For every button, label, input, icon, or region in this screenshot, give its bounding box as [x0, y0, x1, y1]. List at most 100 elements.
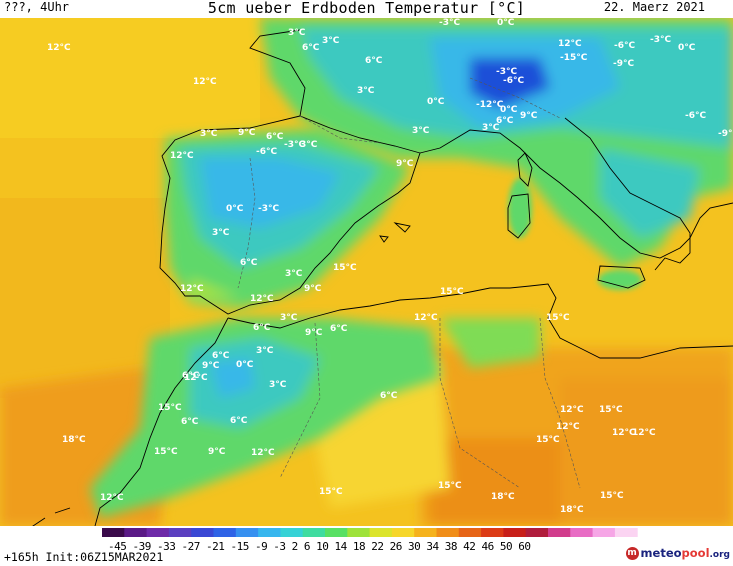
scale-swatch [191, 528, 214, 537]
africa-coast [227, 283, 733, 359]
temperature-label: 3°C [357, 86, 375, 96]
scale-swatch [391, 528, 415, 537]
atlantic-north [0, 18, 260, 138]
temperature-label: 12°C [251, 448, 275, 458]
scale-tick-labels: -45 -39 -33 -27 -21 -15 -9 -3 2 6 10 14 … [108, 540, 531, 553]
run-info: +165h Init:06Z15MAR2021 [4, 550, 164, 564]
temperature-label: 15°C [333, 263, 357, 273]
temperature-label: -6°C [614, 41, 635, 51]
temperature-label: -6°C [503, 76, 524, 86]
temperature-label: -3°C [258, 204, 279, 214]
temperature-label: 12°C [193, 77, 217, 87]
scale-swatch [325, 528, 348, 537]
temperature-label: 6°C [330, 324, 348, 334]
scale-swatch [124, 528, 148, 537]
temperature-label: 15°C [440, 287, 464, 297]
temperature-label: 9°C [304, 284, 322, 294]
country-borders [237, 77, 581, 489]
temperature-label: 12°C [180, 284, 204, 294]
temperature-label: 15°C [600, 491, 624, 501]
map-title: 5cm ueber Erdboden Temperatur [°C] [207, 0, 526, 17]
temperature-label: 6°C [380, 391, 398, 401]
temperature-label: 15°C [546, 313, 570, 323]
temperature-label: 12°C [100, 493, 124, 503]
temperature-label: 6°C [365, 56, 383, 66]
temperature-label: 12°C [612, 428, 636, 438]
scale-swatch [503, 528, 527, 537]
scale-swatch [614, 528, 638, 537]
temperature-label: 18°C [62, 435, 86, 445]
temperature-label: 6°C [182, 371, 200, 381]
temperature-label: 0°C [497, 18, 515, 28]
temperature-label: 9°C [208, 447, 226, 457]
temperature-label: 3°C [322, 36, 340, 46]
coastlines [32, 29, 733, 526]
scale-swatch [347, 528, 371, 537]
meteopool-logo-icon: m [625, 546, 639, 560]
temperature-label: 15°C [154, 447, 178, 457]
temperature-label: 0°C [226, 204, 244, 214]
temperature-label: 12°C [556, 422, 580, 432]
scale-swatch [258, 528, 281, 537]
scale-swatch [548, 528, 571, 537]
temperature-label: 15°C [536, 435, 560, 445]
temperature-label: -3°C [496, 67, 517, 77]
temperature-label: 9°C [396, 159, 414, 169]
temperature-label: 3°C [269, 380, 287, 390]
meteopool-logo-text: meteopool.org [640, 546, 730, 560]
temperature-label: 3°C [288, 28, 306, 38]
forecast-date: 22. Maerz 2021 [603, 0, 705, 14]
temperature-label: 3°C [482, 123, 500, 133]
temperature-label: 9°C [520, 111, 538, 121]
temperature-map: 12°C12°C3°C3°C6°C6°C3°C-3°C12°C -6°C-15°C… [0, 18, 733, 526]
temperature-label: 12°C [560, 405, 584, 415]
meteopool-logo: m meteopool.org [625, 546, 730, 560]
temperature-label: -3°C [284, 140, 305, 150]
morocco-atlantic-coast [94, 317, 229, 526]
temperature-label: 0°C [678, 43, 696, 53]
temperature-label: 15°C [438, 481, 462, 491]
temperature-label: 12°C [250, 294, 274, 304]
italy-coast [564, 117, 691, 271]
sicily-coast [597, 265, 646, 289]
scale-swatch [525, 528, 549, 537]
temperature-label: 6°C [302, 43, 320, 53]
temperature-label: 6°C [266, 132, 284, 142]
temperature-label: -9°C [718, 129, 733, 139]
temperature-labels: 12°C12°C3°C3°C6°C6°C3°C-3°C12°C -6°C-15°C… [47, 18, 733, 515]
temperature-label: 3°C [256, 346, 274, 356]
scale-swatch [369, 528, 393, 537]
temperature-label: 0°C [236, 360, 254, 370]
scale-swatch [481, 528, 504, 537]
canary-coast [32, 507, 71, 526]
corsica-coast [517, 152, 533, 187]
temperature-label: 15°C [319, 487, 343, 497]
scale-swatch [436, 528, 460, 537]
scale-swatch [592, 528, 616, 537]
temperature-label: -6°C [685, 111, 706, 121]
scale-swatch [146, 528, 170, 537]
temperature-label: 3°C [300, 140, 318, 150]
europe-field [260, 18, 733, 268]
temperature-label: 6°C [181, 417, 199, 427]
header-bar: ???, 4Uhr 5cm ueber Erdboden Temperatur … [0, 0, 733, 18]
temperature-label: 3°C [285, 269, 303, 279]
temperature-label: 12°C [632, 428, 656, 438]
temperature-label: 6°C [212, 351, 230, 361]
scale-swatch [302, 528, 326, 537]
temperature-label: 15°C [158, 403, 182, 413]
temperature-label: -9°C [613, 59, 634, 69]
scale-swatch [570, 528, 594, 537]
scale-swatch [458, 528, 482, 537]
temperature-label: -3°C [439, 18, 460, 28]
temperature-label: 3°C [280, 313, 298, 323]
temperature-label: 3°C [200, 129, 218, 139]
temperature-label: 12°C [558, 39, 582, 49]
atlantic-south [0, 198, 170, 398]
temperature-label: 9°C [305, 328, 323, 338]
temperature-label: 12°C [414, 313, 438, 323]
temperature-label: 3°C [212, 228, 230, 238]
temperature-label: -15°C [560, 53, 588, 63]
balearic-coast [379, 222, 411, 243]
iberia-field [165, 128, 410, 308]
